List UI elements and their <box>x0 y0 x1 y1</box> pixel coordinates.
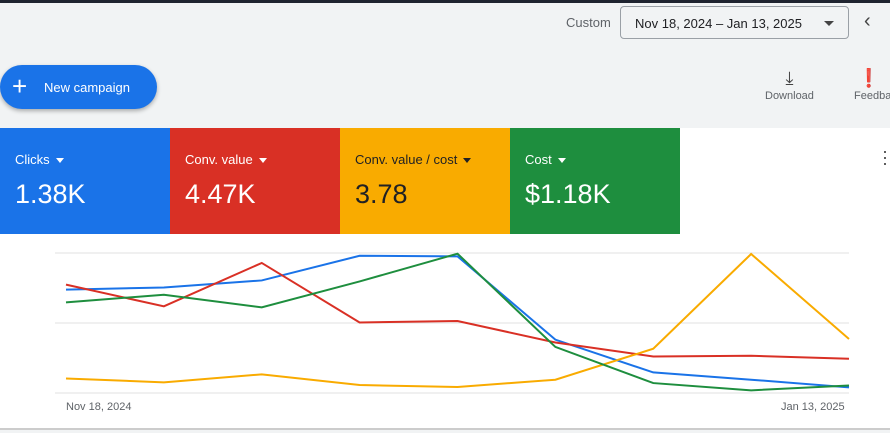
metric-name[interactable]: Cost <box>525 152 680 167</box>
window-top-border <box>0 0 890 3</box>
x-axis-start-label: Nov 18, 2024 <box>66 401 132 413</box>
more-options-icon[interactable]: · · · <box>882 141 888 173</box>
metric-name-text: Clicks <box>15 152 50 167</box>
range-type-label: Custom <box>566 15 611 30</box>
metric-name[interactable]: Clicks <box>15 152 170 167</box>
metric-value: 3.78 <box>355 179 408 209</box>
series-line-conv-value <box>65 261 850 360</box>
dropdown-caret-icon <box>55 158 64 164</box>
metric-card-clicks[interactable]: Clicks 1.38K <box>0 128 170 234</box>
metric-name-text: Conv. value / cost <box>355 152 458 167</box>
chevron-left-icon[interactable]: ‹ <box>864 10 871 32</box>
metric-card-cost[interactable]: Cost $1.18K <box>510 128 680 234</box>
plus-icon: + <box>12 71 28 101</box>
date-range-value: Nov 18, 2024 – Jan 13, 2025 <box>635 16 802 31</box>
metric-value: 1.38K <box>15 179 86 209</box>
performance-panel: Clicks 1.38K Conv. value 4.47K Conv. value /… <box>0 128 890 430</box>
performance-chart <box>55 252 850 394</box>
download-label: Download <box>765 90 814 102</box>
feedback-label: Feedba <box>854 90 890 102</box>
dropdown-caret-icon <box>557 158 566 164</box>
metric-value: $1.18K <box>525 179 611 209</box>
date-range-picker[interactable]: Nov 18, 2024 – Jan 13, 2025 <box>620 6 849 39</box>
dropdown-caret-icon <box>824 21 834 26</box>
metric-card-conv-value[interactable]: Conv. value 4.47K <box>170 128 340 234</box>
feedback-icon: ❗ <box>857 68 881 88</box>
metric-name-text: Conv. value <box>185 152 253 167</box>
new-campaign-button[interactable]: + New campaign <box>0 65 157 109</box>
metric-name[interactable]: Conv. value / cost <box>355 152 510 167</box>
dropdown-caret-icon <box>258 158 267 164</box>
download-icon: ⤓ <box>785 68 794 88</box>
x-axis-end-label: Jan 13, 2025 <box>781 401 845 413</box>
metric-name-text: Cost <box>525 152 552 167</box>
dropdown-caret-icon <box>463 158 472 164</box>
download-button[interactable]: ⤓ Download <box>765 68 814 102</box>
feedback-button[interactable]: ❗ Feedba <box>854 68 890 102</box>
metric-name[interactable]: Conv. value <box>185 152 340 167</box>
metric-card-conv-value-cost[interactable]: Conv. value / cost 3.78 <box>340 128 510 234</box>
new-campaign-label: New campaign <box>44 80 130 95</box>
metric-value: 4.47K <box>185 179 256 209</box>
